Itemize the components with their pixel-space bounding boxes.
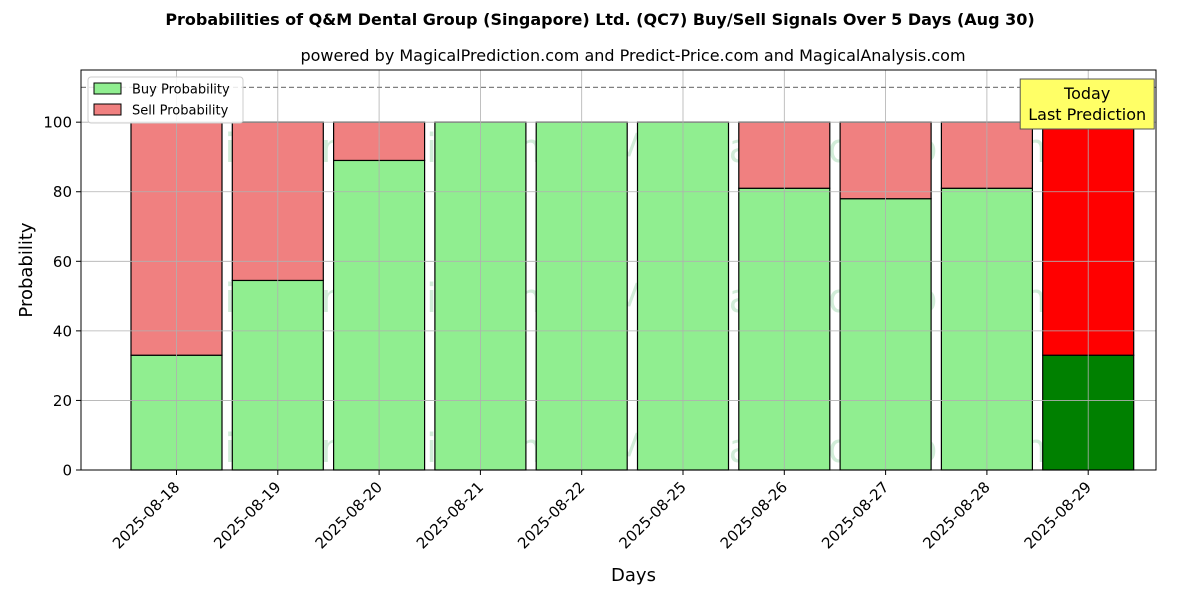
today-annotation-box: [1019, 78, 1155, 130]
x-tick-label: 2025-08-21: [413, 478, 487, 552]
y-tick-label: 40: [53, 322, 72, 340]
y-tick-label: 100: [43, 114, 72, 132]
y-tick-label: 0: [62, 462, 72, 480]
y-tick-label: 80: [53, 183, 72, 201]
chart-subtitle: powered by MagicalPrediction.com and Pre…: [300, 46, 966, 65]
legend-swatch-buy: [93, 82, 122, 95]
legend-label-sell: Sell Probability: [132, 104, 229, 119]
x-tick-label: 2025-08-22: [514, 478, 588, 552]
x-tick-label: 2025-08-20: [312, 478, 386, 552]
x-tick-label: 2025-08-25: [615, 478, 689, 552]
x-tick-label: 2025-08-27: [818, 478, 892, 552]
x-tick-label: 2025-08-26: [717, 478, 791, 552]
y-tick-label: 60: [53, 253, 72, 271]
annotation-line: Last Prediction: [1028, 105, 1146, 124]
plot-frame: [80, 69, 1157, 471]
chart-title: Probabilities of Q&M Dental Group (Singa…: [165, 10, 1035, 29]
x-tick-label: 2025-08-18: [109, 478, 183, 552]
legend-label-buy: Buy Probability: [132, 83, 230, 98]
y-tick-label: 20: [53, 392, 72, 410]
annotation-line: Today: [1063, 84, 1110, 103]
x-tick-label: 2025-08-19: [210, 478, 284, 552]
legend-swatch-sell: [93, 103, 122, 116]
x-axis-label: Days: [611, 565, 656, 586]
x-tick-label: 2025-08-29: [1021, 478, 1095, 552]
y-axis-label: Probability: [16, 222, 37, 317]
x-tick-label: 2025-08-28: [919, 478, 993, 552]
legend: [87, 76, 244, 124]
